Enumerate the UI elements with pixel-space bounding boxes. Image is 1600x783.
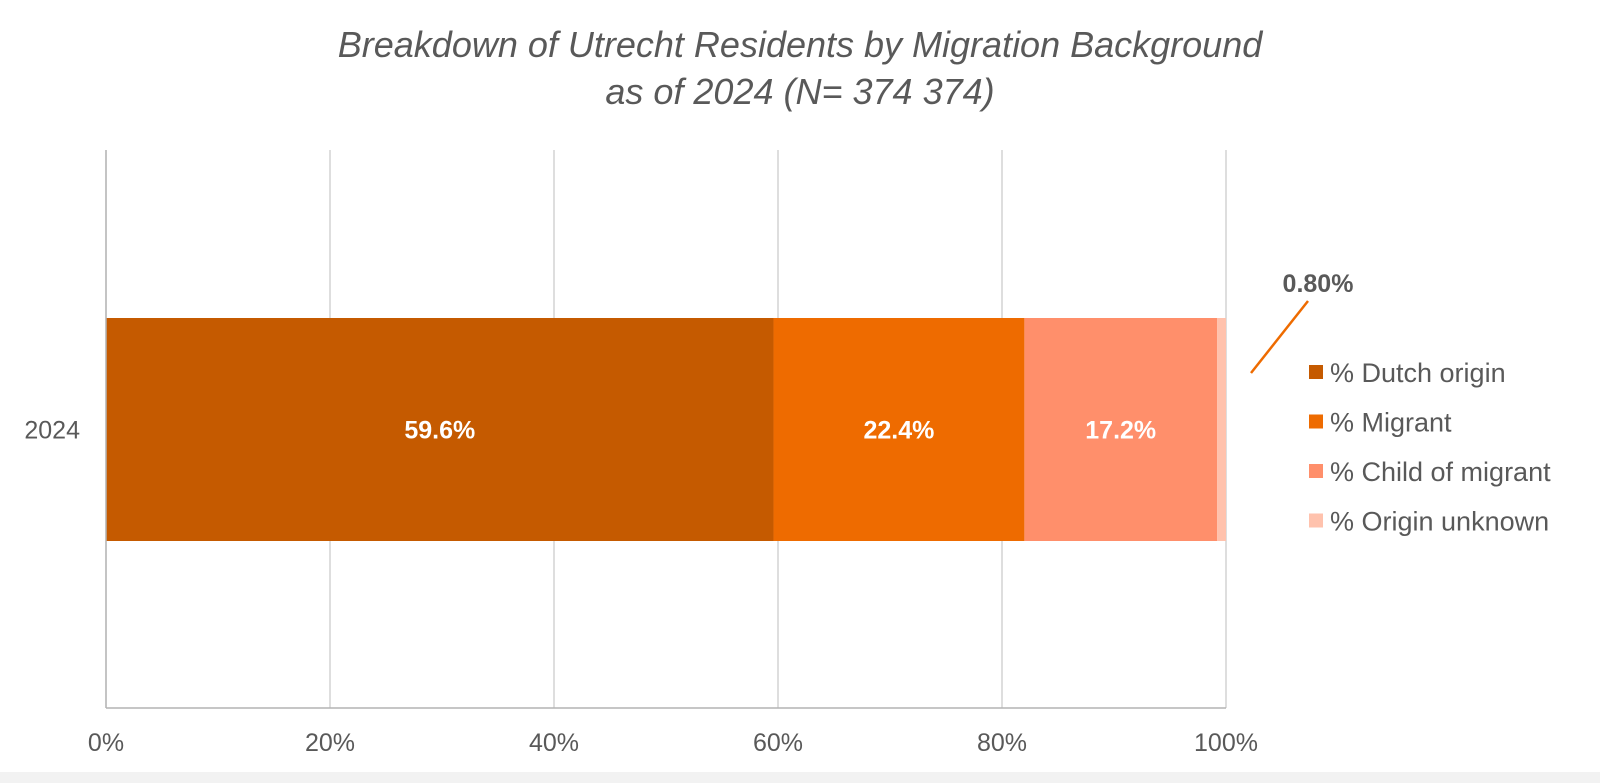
x-tick-label: 0% xyxy=(88,729,124,757)
legend-swatch xyxy=(1309,513,1323,528)
x-axis: 0% 20% 40% 60% 80% 100% xyxy=(88,150,1258,757)
callout-leader-line xyxy=(1250,300,1309,374)
category-label: 2024 xyxy=(24,417,80,445)
legend-label: % Dutch origin xyxy=(1330,358,1506,388)
bar-segment xyxy=(773,318,1025,541)
callout-label: 0.80% xyxy=(1283,270,1354,298)
legend-swatch xyxy=(1309,414,1323,429)
legend-swatch xyxy=(1309,365,1323,379)
x-tick-label: 60% xyxy=(753,729,803,757)
legend-label: % Origin unknown xyxy=(1330,507,1549,537)
legend-swatch xyxy=(1309,464,1323,478)
legend: % Dutch origin % Migrant % Child of migran… xyxy=(1309,358,1551,537)
legend-label: % Child of migrant xyxy=(1330,457,1551,487)
data-label: 59.6% xyxy=(404,417,475,445)
chart-title-line-1: Breakdown of Utrecht Residents by Migrat… xyxy=(338,24,1263,65)
chart-title-line-2: as of 2024 (N= 374 374) xyxy=(605,71,994,112)
bottom-strip xyxy=(0,772,1600,783)
data-labels: 59.6% 22.4% 17.2% 0.80% xyxy=(404,270,1353,445)
bar-segments xyxy=(106,318,1226,541)
data-label: 22.4% xyxy=(864,417,935,445)
x-tick-label: 100% xyxy=(1194,729,1258,757)
bar-segment xyxy=(1217,318,1226,541)
legend-label: % Migrant xyxy=(1330,408,1452,438)
x-tick-label: 80% xyxy=(977,729,1027,757)
x-tick-label: 20% xyxy=(305,729,355,757)
x-tick-label: 40% xyxy=(529,729,579,757)
data-label: 17.2% xyxy=(1085,417,1156,445)
y-axis: 2024 xyxy=(24,417,80,445)
bar-segment xyxy=(1024,318,1218,541)
bar-segment xyxy=(106,318,774,541)
